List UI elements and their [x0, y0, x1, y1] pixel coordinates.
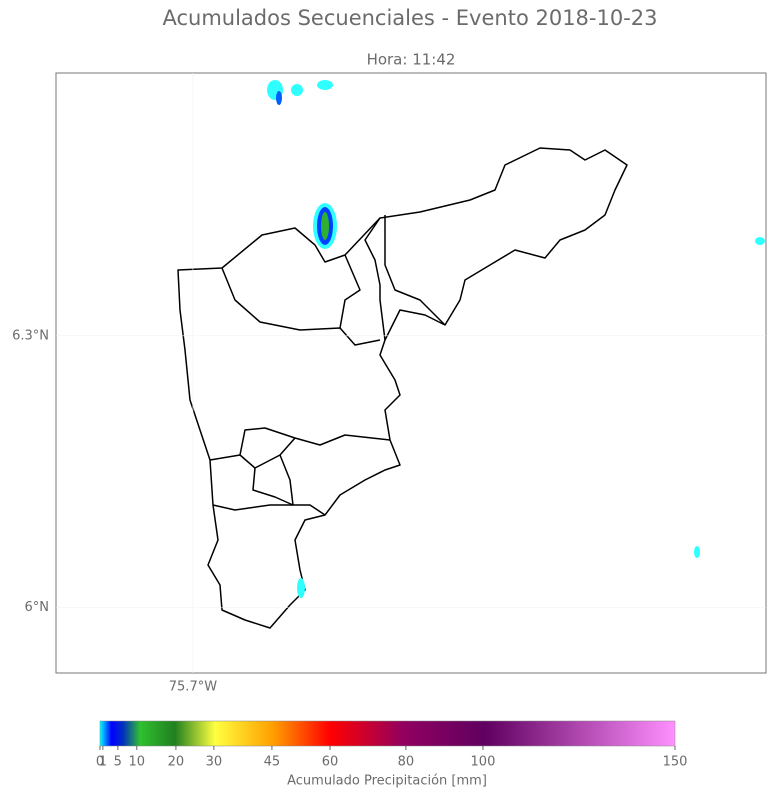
- colorbar-tick-label: 5: [114, 755, 122, 770]
- colorbar-tick-label: 45: [264, 755, 281, 770]
- colorbar-label: Acumulado Precipitación [mm]: [287, 774, 487, 789]
- colorbar-tick-label: 1: [99, 755, 107, 770]
- colorbar-tick-label: 20: [168, 755, 185, 770]
- colorbar-tick-label: 60: [322, 755, 339, 770]
- colorbar-tick-label: 10: [129, 755, 146, 770]
- lat-tick-label: 6.3°N: [12, 328, 49, 343]
- subtitle: Hora: 11:42: [367, 51, 456, 69]
- lat-tick-label: 6°N: [25, 600, 50, 615]
- map-frame: [55, 72, 767, 674]
- colorbar-tick-label: 30: [206, 755, 223, 770]
- title: Acumulados Secuenciales - Evento 2018-10…: [162, 6, 657, 30]
- precipitation: [267, 80, 765, 598]
- boundaries: [177, 147, 628, 629]
- colorbar-tick-label: 0: [96, 755, 104, 770]
- colorbar-tick-label: 150: [663, 755, 688, 770]
- lon-tick-label: 75.7°W: [169, 680, 217, 695]
- colorbar: [99, 720, 676, 747]
- colorbar-tick-label: 100: [471, 755, 496, 770]
- colorbar-tick-label: 80: [398, 755, 415, 770]
